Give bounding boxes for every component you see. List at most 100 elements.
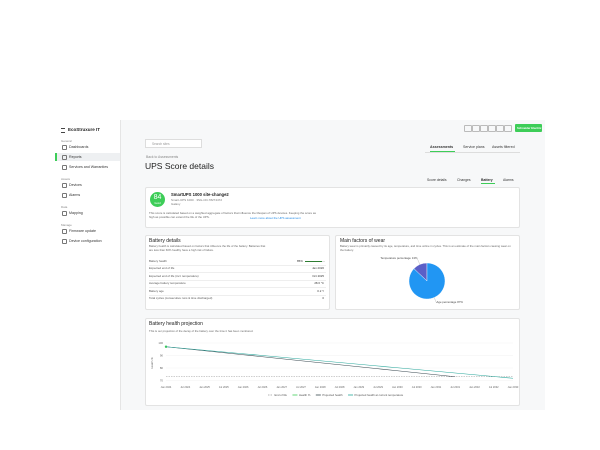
x-tick-label: Jul 2026 xyxy=(257,385,267,389)
row-value: Oct 2025 xyxy=(312,273,324,278)
y-tick-label: 80 xyxy=(160,366,164,370)
section-title: Assets xyxy=(61,177,71,181)
toolbar-icon[interactable] xyxy=(496,125,504,132)
pie-label: Age percentage87% xyxy=(437,300,464,304)
score: 84 xyxy=(153,193,162,201)
card-title: Main factors of wear xyxy=(340,238,386,244)
nav-icon xyxy=(62,211,67,216)
pie-leader xyxy=(417,258,420,265)
data-line xyxy=(165,346,456,378)
row-value: Jan 2026 xyxy=(312,266,324,270)
toolbar-icon[interactable] xyxy=(480,125,488,132)
row-label: Average battery temperature xyxy=(149,281,186,285)
device-name: SmartUPS 1000 site-change2 xyxy=(171,192,229,197)
page-title: UPS Score details xyxy=(145,161,214,171)
pie-value: 87% xyxy=(457,300,463,304)
nav-icon xyxy=(62,239,67,244)
nav-item[interactable]: Alarms xyxy=(69,192,81,197)
active-item xyxy=(55,153,120,161)
top-tab[interactable]: Assessments xyxy=(430,145,454,149)
nav-icon xyxy=(62,145,67,150)
x-tick-label: Jan 2027 xyxy=(276,385,287,389)
nav-item[interactable]: Dashboards xyxy=(69,144,89,149)
row-value: 0 xyxy=(322,296,324,300)
top-tab[interactable]: Assets filtered xyxy=(492,145,515,149)
x-tick-label: Jan 2026 xyxy=(238,385,249,389)
sub-tab[interactable]: Alarms xyxy=(503,178,514,182)
toolbar-icon[interactable] xyxy=(472,125,480,132)
card-title: Battery details xyxy=(149,238,181,244)
data-line xyxy=(165,346,514,379)
legend-label: Health % xyxy=(299,393,311,397)
health-bar xyxy=(305,260,322,262)
nav-item[interactable]: Mapping xyxy=(69,210,83,215)
x-tick-label: Jan 2030 xyxy=(392,385,403,389)
card-description: Battery health is calculated based on fa… xyxy=(149,244,266,252)
row-value: 0.2 Y xyxy=(317,288,324,293)
nav-icon xyxy=(62,183,67,188)
section-title: General xyxy=(61,139,72,143)
sub-tab[interactable]: Changes xyxy=(457,178,471,182)
learn-more[interactable]: Learn more about the UPS assessment xyxy=(250,216,301,220)
x-tick-label: Jan 2032 xyxy=(469,385,480,389)
nav-icon xyxy=(62,165,67,170)
device-card xyxy=(145,187,520,228)
legend-label: End of life xyxy=(275,393,288,397)
y-axis-label: Health % xyxy=(150,357,154,369)
sub-tab-underline xyxy=(481,183,495,184)
nav-icon xyxy=(62,155,67,160)
pie-label: Temperature percentage13% xyxy=(380,256,418,260)
row-label: Battery age xyxy=(149,288,164,293)
row-value: 28.6 °C xyxy=(314,281,324,285)
row-label: Expected end of life xyxy=(149,266,175,270)
toolbar-icon[interactable] xyxy=(504,125,512,132)
menu-icon xyxy=(61,128,65,133)
vendor-logo xyxy=(515,124,542,132)
nav-item[interactable]: Device configuration xyxy=(69,238,102,243)
search-placeholder[interactable]: Search sites xyxy=(152,141,170,146)
device-description: This score is calculated based on a weig… xyxy=(149,211,316,219)
x-tick-label: Jul 2031 xyxy=(450,385,460,389)
row-value: 85% xyxy=(297,259,303,263)
y-tick-label: 70 xyxy=(160,379,164,383)
top-tab[interactable]: Service plans xyxy=(463,145,485,149)
pie-leader xyxy=(434,297,437,304)
x-tick-label: Jul 2027 xyxy=(296,385,306,389)
x-tick-label: Jan 2031 xyxy=(431,385,442,389)
pie-category: Age percentage xyxy=(437,300,457,304)
toolbar-icon[interactable] xyxy=(488,125,496,132)
breadcrumb[interactable]: Back to Assessments xyxy=(146,155,179,159)
brand: EcoStruxure IT xyxy=(68,127,101,132)
sub-tab[interactable]: Score details xyxy=(427,178,447,182)
tab-underline xyxy=(430,151,455,152)
section-title: Manage xyxy=(61,223,72,227)
x-tick-label: Jan 2024 xyxy=(161,385,172,389)
toolbar-icon[interactable] xyxy=(464,125,472,132)
vendor-name: Schneider Electric xyxy=(517,126,542,130)
x-tick-label: Jan 2033 xyxy=(508,385,519,389)
device-model: Smart-UPS 1000 · 3SG-CD-78274472 xyxy=(171,197,223,202)
tab-rule xyxy=(425,152,520,153)
nav-item[interactable]: Services and Warranties xyxy=(69,164,109,169)
battery-card xyxy=(145,235,330,310)
sub-tab[interactable]: Battery xyxy=(481,178,493,182)
legend-label: Projected health xyxy=(322,393,343,397)
y-tick-label: 90 xyxy=(160,354,164,358)
search-box[interactable] xyxy=(145,139,202,148)
nav-item[interactable]: Firmware update xyxy=(69,228,96,233)
row-label: Expected end of life (incl. temperature) xyxy=(149,273,199,278)
nav-item[interactable]: Reports xyxy=(69,154,82,159)
x-tick-label: Jul 2030 xyxy=(412,385,422,389)
nav-item[interactable]: Devices xyxy=(69,182,82,187)
pie-value: 13% xyxy=(412,256,418,260)
x-tick-label: Jan 2029 xyxy=(353,385,364,389)
card-description: Battery wear is primarily caused by its … xyxy=(340,244,511,252)
section-title: Data xyxy=(61,205,68,209)
row-label: Battery health xyxy=(149,259,167,263)
row-label: Total cycles (consecutive runs & time di… xyxy=(149,296,213,300)
x-tick-label: Jan 2025 xyxy=(199,385,210,389)
legend-label: Projected health at current temperature xyxy=(355,393,404,397)
x-tick-label: Jul 2025 xyxy=(219,385,229,389)
